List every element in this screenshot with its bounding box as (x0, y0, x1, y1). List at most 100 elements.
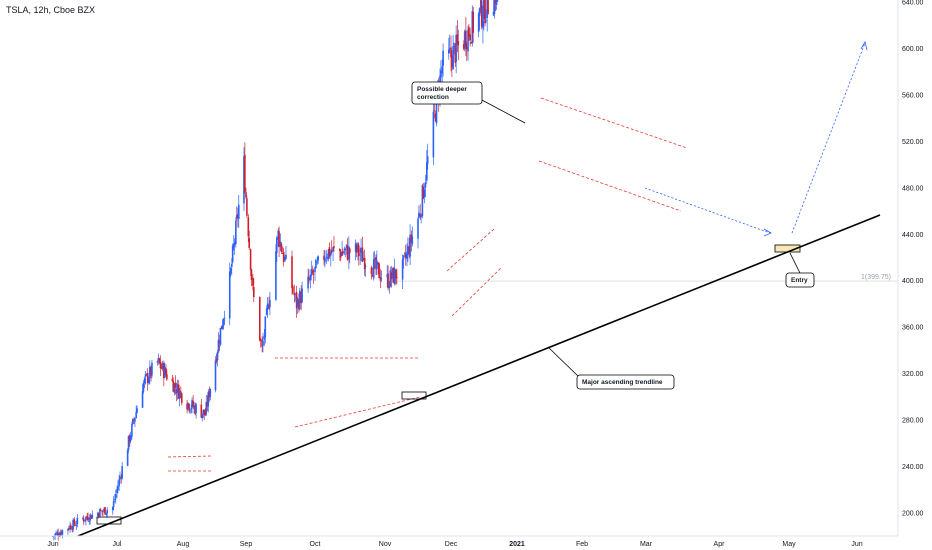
candle (163, 362, 166, 379)
candle-body (296, 298, 299, 307)
candle (263, 329, 266, 346)
candle-body (455, 34, 457, 62)
candle-body (180, 391, 182, 393)
candle-body (417, 218, 419, 239)
candle (85, 516, 87, 526)
candle (250, 268, 253, 287)
candle-body (441, 66, 443, 74)
candle (229, 266, 232, 277)
candle-body (388, 286, 391, 288)
candle-body (208, 391, 211, 398)
candle (376, 250, 378, 276)
candle (105, 512, 108, 518)
candle-body (117, 486, 119, 491)
candle-body (163, 367, 166, 378)
candle-body (209, 388, 212, 397)
candle-body (60, 531, 63, 535)
pattern-zones[interactable] (96, 97, 801, 525)
candle-body (440, 70, 442, 78)
candle-body (54, 534, 56, 537)
candle (484, 0, 486, 27)
candle (172, 377, 175, 392)
candle-body (478, 8, 481, 17)
candle-body (205, 401, 208, 415)
candle-body (52, 536, 54, 537)
candle-body (284, 257, 286, 261)
candle (456, 20, 459, 53)
trendline-layer[interactable] (77, 40, 881, 537)
candle-body (316, 261, 319, 263)
candle (358, 242, 360, 266)
candle (75, 520, 78, 530)
candle (401, 254, 404, 290)
candle-body (222, 318, 225, 325)
candle-body (333, 246, 335, 248)
candle-body (348, 246, 350, 260)
candle-body (346, 245, 349, 260)
candle-body (157, 358, 160, 361)
candle-body (244, 154, 246, 192)
candle-body (101, 510, 103, 512)
candle-body (348, 248, 351, 254)
candle (209, 388, 212, 401)
candle (247, 214, 250, 243)
candle-body (57, 532, 59, 537)
candle (361, 236, 364, 263)
x-tick-label: Mar (640, 541, 653, 548)
candle-body (265, 308, 268, 315)
candle-body (450, 47, 452, 58)
candle (294, 292, 296, 302)
candle (82, 516, 84, 521)
candle-body (160, 367, 163, 369)
candle (342, 248, 344, 256)
candle (131, 421, 133, 440)
x-tick-label: 2021 (509, 541, 525, 548)
candle (89, 513, 91, 525)
candle-body (190, 408, 192, 410)
candle (389, 266, 392, 288)
candle (216, 349, 219, 367)
candle-body (307, 276, 309, 289)
candle-body (401, 259, 404, 280)
candle (202, 409, 205, 419)
candle (275, 244, 277, 301)
candle (316, 256, 319, 265)
candle-body (311, 270, 314, 274)
candle (237, 195, 240, 228)
candle-body (360, 247, 362, 253)
candle-body (126, 450, 129, 466)
candle-body (193, 405, 195, 408)
candle (470, 41, 472, 45)
candle (230, 257, 233, 276)
candle (466, 42, 468, 62)
candle (218, 334, 221, 351)
candle (480, 0, 483, 30)
candle (309, 274, 312, 289)
candle-body (268, 304, 270, 309)
candle (190, 404, 192, 414)
candle (282, 246, 284, 254)
candle-body (396, 277, 398, 278)
candle (448, 37, 450, 60)
candle (378, 262, 380, 279)
candle-body (259, 297, 261, 341)
candle-body (233, 243, 235, 247)
candle-body (330, 250, 333, 253)
candle (455, 25, 457, 74)
candle (176, 379, 179, 400)
candle-body (86, 515, 88, 518)
candle (301, 281, 303, 304)
candle (441, 59, 443, 85)
candle (174, 375, 177, 395)
candle (300, 285, 302, 311)
candle-body (426, 162, 428, 181)
candle-body (448, 48, 451, 50)
triangle-bottom (294, 396, 421, 428)
candle-body (324, 258, 326, 263)
candle-body (102, 511, 104, 512)
candle (494, 0, 497, 12)
candle-body (243, 156, 245, 204)
fib-retracement[interactable]: -0.27(1034.57)0(899.61)0.5(649.68)1(399.… (398, 0, 898, 282)
candle (379, 269, 382, 289)
